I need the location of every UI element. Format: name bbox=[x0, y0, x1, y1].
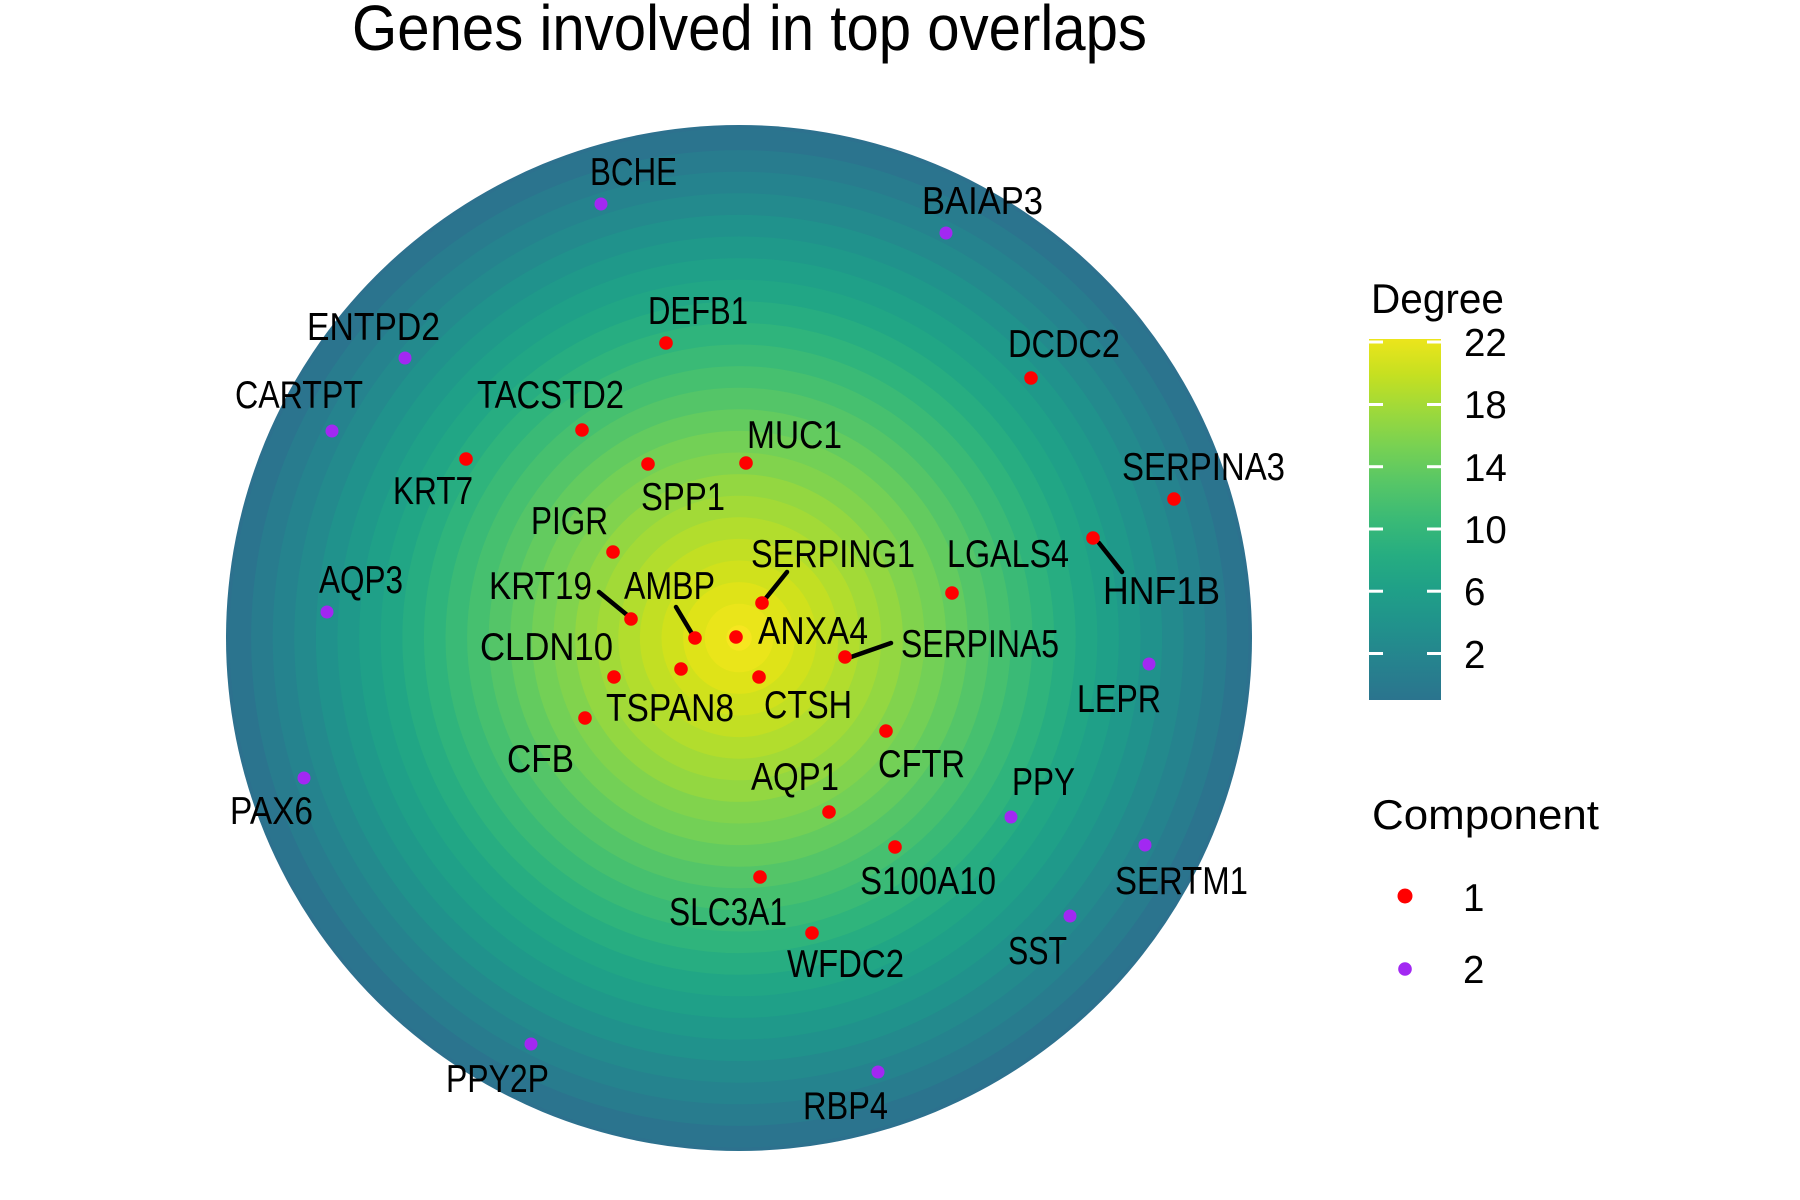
svg-text:AQP1: AQP1 bbox=[751, 756, 839, 799]
svg-text:RBP4: RBP4 bbox=[803, 1085, 888, 1128]
svg-text:CFTR: CFTR bbox=[878, 743, 965, 786]
svg-text:KRT19: KRT19 bbox=[489, 565, 592, 608]
svg-text:1: 1 bbox=[1463, 877, 1484, 920]
svg-text:SERPINA5: SERPINA5 bbox=[901, 623, 1059, 666]
svg-text:BAIAP3: BAIAP3 bbox=[922, 180, 1043, 223]
svg-text:LGALS4: LGALS4 bbox=[947, 533, 1069, 576]
svg-text:HNF1B: HNF1B bbox=[1103, 570, 1220, 613]
svg-text:TSPAN8: TSPAN8 bbox=[606, 687, 734, 730]
svg-text:SLC3A1: SLC3A1 bbox=[669, 891, 787, 934]
svg-text:S100A10: S100A10 bbox=[860, 860, 996, 903]
svg-text:CARTPT: CARTPT bbox=[235, 374, 363, 417]
svg-text:WFDC2: WFDC2 bbox=[787, 943, 904, 986]
svg-text:22: 22 bbox=[1464, 322, 1507, 365]
svg-text:TACSTD2: TACSTD2 bbox=[477, 374, 624, 417]
svg-text:2: 2 bbox=[1464, 634, 1485, 677]
svg-text:PIGR: PIGR bbox=[531, 500, 608, 543]
svg-text:18: 18 bbox=[1464, 384, 1507, 427]
svg-text:SERTM1: SERTM1 bbox=[1115, 860, 1248, 903]
svg-text:SST: SST bbox=[1008, 930, 1067, 973]
svg-text:DCDC2: DCDC2 bbox=[1008, 323, 1120, 366]
svg-text:BCHE: BCHE bbox=[590, 151, 677, 194]
svg-text:CLDN10: CLDN10 bbox=[480, 626, 613, 669]
svg-text:PPY2P: PPY2P bbox=[446, 1058, 549, 1101]
svg-text:CFB: CFB bbox=[507, 738, 574, 781]
svg-text:2: 2 bbox=[1463, 949, 1484, 992]
svg-text:AMBP: AMBP bbox=[624, 565, 715, 608]
svg-text:ANXA4: ANXA4 bbox=[758, 610, 868, 653]
svg-text:AQP3: AQP3 bbox=[319, 559, 403, 602]
svg-text:6: 6 bbox=[1464, 571, 1485, 614]
svg-text:MUC1: MUC1 bbox=[747, 414, 842, 457]
svg-text:SERPING1: SERPING1 bbox=[751, 533, 915, 576]
svg-text:PPY: PPY bbox=[1012, 761, 1075, 804]
svg-text:ENTPD2: ENTPD2 bbox=[307, 306, 440, 349]
svg-text:SERPINA3: SERPINA3 bbox=[1122, 446, 1285, 489]
svg-text:Component: Component bbox=[1372, 791, 1599, 838]
svg-text:KRT7: KRT7 bbox=[393, 470, 473, 513]
svg-text:Genes involved in top overlaps: Genes involved in top overlaps bbox=[352, 0, 1147, 64]
svg-text:14: 14 bbox=[1464, 447, 1507, 490]
svg-text:PAX6: PAX6 bbox=[230, 790, 313, 833]
svg-text:10: 10 bbox=[1464, 509, 1507, 552]
svg-text:DEFB1: DEFB1 bbox=[648, 290, 748, 333]
svg-text:Degree: Degree bbox=[1371, 275, 1504, 322]
svg-text:SPP1: SPP1 bbox=[641, 476, 725, 519]
svg-text:LEPR: LEPR bbox=[1077, 678, 1161, 721]
svg-text:CTSH: CTSH bbox=[764, 684, 852, 727]
